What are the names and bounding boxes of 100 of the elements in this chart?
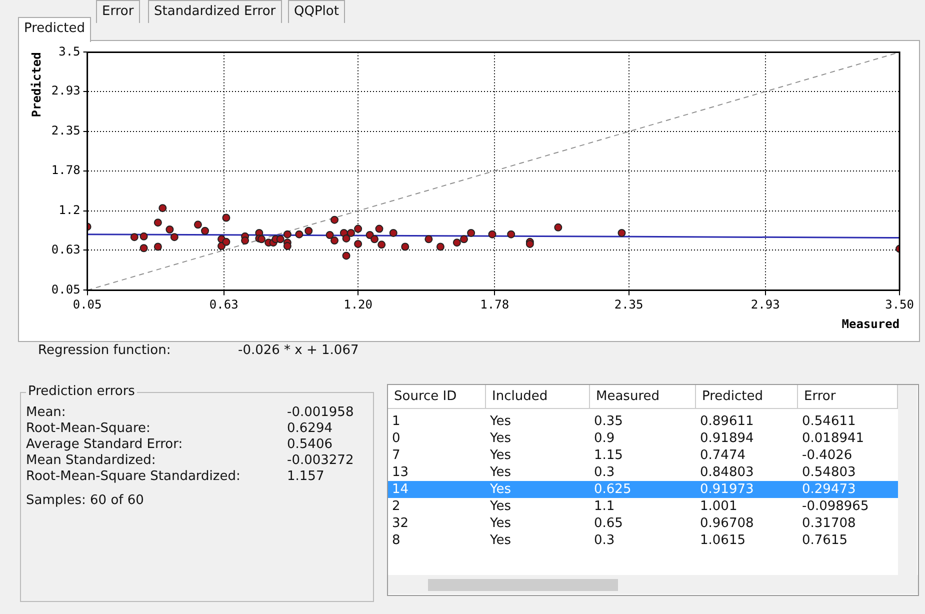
text: Root-Mean-Square Standardized: <box>26 469 240 484</box>
point <box>330 236 339 245</box>
text: Yes <box>489 430 511 447</box>
point <box>370 235 379 244</box>
text: 0.7615 <box>801 532 848 549</box>
text: -0.4026 <box>801 447 852 464</box>
text: 1.001 <box>699 498 738 515</box>
text: 0.54803 <box>801 464 856 481</box>
point <box>488 230 496 238</box>
text: 0.89611 <box>699 413 754 430</box>
y-tick-label: 2.35 <box>51 124 80 138</box>
text: 0.84803 <box>699 464 754 481</box>
text: 1.0615 <box>699 532 746 549</box>
x-tick-label: 0.05 <box>72 298 102 312</box>
text: 0.96708 <box>699 515 754 532</box>
point <box>201 226 210 235</box>
point <box>194 220 202 229</box>
point <box>154 242 162 251</box>
text: -0.001958 <box>287 405 354 420</box>
point <box>424 235 433 244</box>
point <box>330 216 339 224</box>
text: Predicted <box>696 385 798 409</box>
point <box>342 234 350 242</box>
text: 1.157 <box>287 469 324 484</box>
text: Prediction errors <box>26 384 137 399</box>
text: 0.625 <box>593 481 632 498</box>
text: 1.15 <box>593 447 623 464</box>
x-tick-label: 2.93 <box>750 298 780 312</box>
text: 0.7474 <box>699 447 746 464</box>
text: 13 <box>391 464 409 481</box>
text: 8 <box>391 532 400 549</box>
y-tick-label: 2.93 <box>51 84 80 98</box>
x-axis-title: Measured <box>842 316 900 331</box>
text: 0.65 <box>593 515 623 532</box>
x-tick-label: 1.78 <box>480 298 510 312</box>
point <box>346 228 355 237</box>
text: 0.54611 <box>801 413 856 430</box>
point <box>130 233 138 242</box>
text: Mean Standardized: <box>26 453 156 468</box>
point <box>295 230 304 238</box>
text: 0 <box>391 430 400 447</box>
text: 32 <box>391 515 409 532</box>
y-tick-label: 0.63 <box>51 242 80 256</box>
text: Predicted <box>18 17 92 42</box>
point <box>389 228 398 237</box>
x-tick-label: 1.20 <box>344 298 372 312</box>
text: Standardized Error <box>148 0 282 23</box>
text: Yes <box>489 447 511 464</box>
text: 0.91973 <box>699 481 754 498</box>
point <box>554 223 562 232</box>
point <box>304 226 313 235</box>
point <box>222 214 230 222</box>
x-tick-label: 3.50 <box>885 298 914 312</box>
x-tick-label: 2.35 <box>614 298 644 312</box>
text: -0.003272 <box>287 453 354 468</box>
point <box>375 224 384 233</box>
point <box>241 236 250 245</box>
text: 0.3 <box>593 532 615 549</box>
text: 0.29473 <box>801 481 856 498</box>
point <box>467 228 476 237</box>
point <box>326 231 334 240</box>
text: -0.098965 <box>801 498 869 515</box>
text: Measured <box>590 385 696 409</box>
text: Error <box>96 0 140 23</box>
point <box>170 233 178 242</box>
text: Regression function: <box>38 343 171 358</box>
text: 1.1 <box>593 498 615 515</box>
text: 0.5406 <box>287 437 332 452</box>
text: 7 <box>391 447 400 464</box>
text: Yes <box>489 413 511 430</box>
point <box>258 235 266 244</box>
point <box>401 242 410 251</box>
text: Error <box>798 385 898 409</box>
point <box>283 230 292 238</box>
point <box>436 242 444 251</box>
point <box>354 240 362 248</box>
point <box>342 252 350 260</box>
y-tick-label: 1.2 <box>58 202 80 217</box>
text: Average Standard Error: <box>26 437 183 452</box>
text: 1 <box>391 413 400 430</box>
x-tick-label: 0.63 <box>209 298 238 312</box>
point <box>276 235 284 244</box>
source-note: Source ID <box>388 385 486 409</box>
y-tick-label: 0.05 <box>51 282 80 296</box>
point <box>158 204 167 212</box>
text: 2 <box>391 498 400 515</box>
text: 14 <box>391 481 409 498</box>
text: Included <box>486 385 590 409</box>
text: QQPlot <box>288 0 345 23</box>
text: Yes <box>489 498 511 515</box>
text: -0.026 * x + 1.067 <box>238 343 359 358</box>
text: 0.018941 <box>801 430 864 447</box>
text: 0.9 <box>593 430 615 447</box>
point <box>378 240 386 249</box>
text: Samples: 60 of 60 <box>26 493 144 508</box>
point <box>154 218 162 227</box>
text: Mean: <box>26 405 66 420</box>
text: Yes <box>489 532 511 549</box>
point <box>507 230 516 238</box>
y-tick-label: 1.78 <box>51 162 80 177</box>
